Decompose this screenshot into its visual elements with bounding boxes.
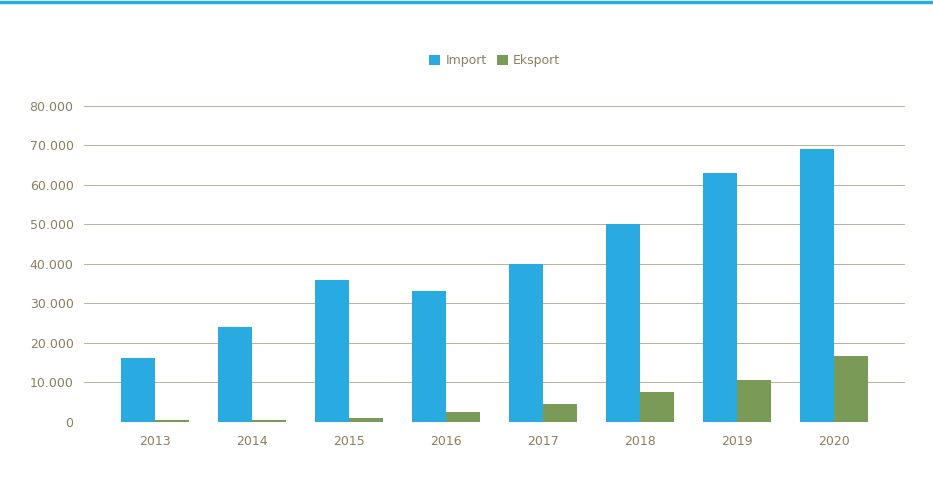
Bar	[640, 392, 674, 422]
Bar	[509, 264, 543, 422]
Bar	[834, 356, 868, 422]
Bar	[155, 420, 189, 422]
Bar	[349, 418, 383, 422]
Bar	[315, 280, 349, 422]
Bar	[543, 404, 577, 422]
Bar	[703, 173, 737, 422]
Bar	[606, 224, 640, 422]
Bar	[737, 380, 771, 422]
Bar	[121, 358, 155, 422]
Bar	[446, 411, 480, 422]
Bar	[800, 149, 834, 422]
Bar	[218, 327, 252, 422]
Bar	[412, 291, 446, 422]
Bar	[252, 420, 286, 422]
Legend: Import, Eksport: Import, Eksport	[425, 49, 564, 72]
